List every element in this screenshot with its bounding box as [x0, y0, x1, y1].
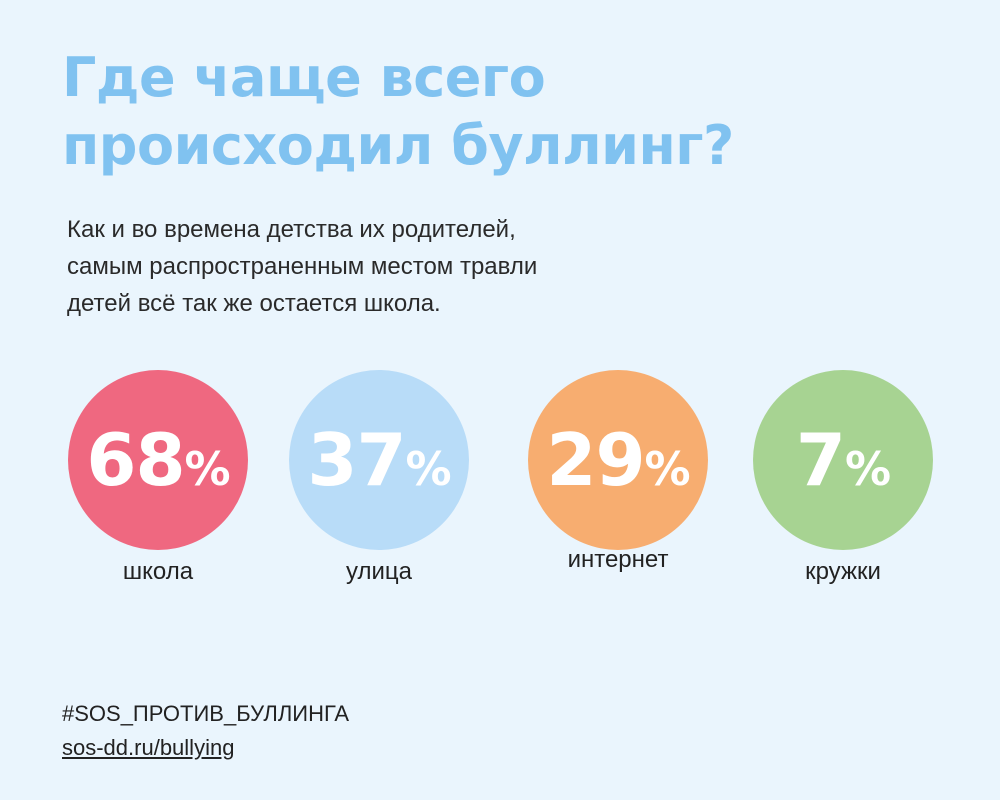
- stat-clubs: 7% кружки: [753, 370, 933, 585]
- stat-value: 68%: [86, 424, 231, 496]
- stat-school: 68% школа: [68, 370, 248, 585]
- subtitle-line: детей всё так же остается школа.: [67, 290, 441, 317]
- stat-number: 7: [795, 418, 846, 502]
- stat-label: улица: [346, 558, 412, 585]
- percent-sign: %: [184, 442, 231, 496]
- hashtag: #SOS_ПРОТИВ_БУЛЛИНГА: [62, 701, 350, 726]
- stat-number: 37: [307, 418, 406, 502]
- stat-circle: 68%: [68, 370, 248, 550]
- subtitle-line: Как и во времена детства их родителей,: [67, 216, 516, 243]
- title-line: Где чаще всего: [62, 46, 546, 109]
- stat-circle: 7%: [753, 370, 933, 550]
- stat-value: 37%: [307, 424, 452, 496]
- stat-value: 7%: [796, 424, 891, 496]
- stat-number: 29: [546, 418, 645, 502]
- percent-sign: %: [644, 442, 691, 496]
- subtitle-line: самым распространенным местом травли: [67, 253, 538, 280]
- subtitle: Как и во времена детства их родителей, с…: [67, 211, 537, 322]
- title-line: происходил буллинг?: [62, 114, 734, 177]
- stat-circle: 37%: [289, 370, 469, 550]
- stat-label: кружки: [805, 558, 881, 585]
- stat-circle: 29%: [528, 370, 708, 550]
- page-title: Где чаще всего происходил буллинг?: [62, 44, 734, 180]
- stat-internet: 29% интернет: [528, 370, 708, 573]
- stat-number: 68: [86, 418, 185, 502]
- stat-value: 29%: [546, 424, 691, 496]
- percent-sign: %: [405, 442, 452, 496]
- footer: #SOS_ПРОТИВ_БУЛЛИНГА sos-dd.ru/bullying: [62, 697, 349, 765]
- percent-sign: %: [845, 442, 891, 496]
- stat-label: интернет: [567, 546, 669, 573]
- site-link[interactable]: sos-dd.ru/bullying: [62, 735, 235, 760]
- stat-street: 37% улица: [289, 370, 469, 585]
- stat-label: школа: [122, 558, 194, 585]
